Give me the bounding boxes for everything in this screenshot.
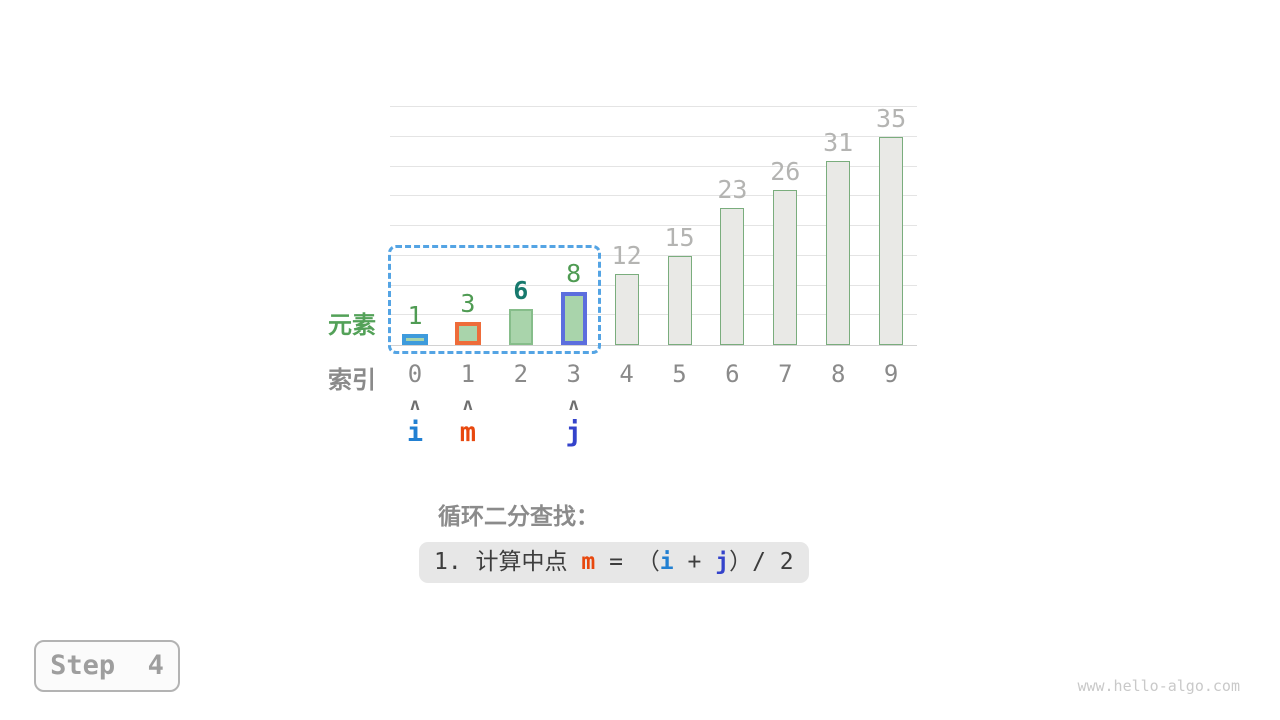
gridline [390, 165, 917, 167]
index-label-8: 8 [830, 360, 846, 388]
element-row-label: 元素 [328, 312, 376, 339]
bar-index-6 [720, 208, 745, 345]
caption-text: 循环二分查找： [438, 503, 599, 529]
index-label-2: 2 [513, 360, 529, 388]
bar-index-3-pointer-j [560, 292, 587, 345]
gridline [390, 284, 917, 286]
bar-value-label-3: 8 [566, 259, 582, 288]
search-range-box [388, 245, 601, 354]
index-label-1: 1 [460, 360, 476, 388]
bar-value-label-9: 35 [876, 104, 907, 133]
bar-index-5 [667, 256, 692, 345]
index-label-5: 5 [672, 360, 687, 388]
bar-value-label-8: 31 [823, 128, 854, 157]
pointer-caret-m: ʌ [462, 395, 474, 415]
bar-value-label-2: 6 [513, 276, 529, 305]
pointer-caret-j: ʌ [568, 395, 579, 415]
pointer-caret-i: ʌ [409, 395, 421, 415]
formula-box: 1. 计算中点 m = （i + j）/ 2 [419, 542, 809, 583]
bar-index-4 [614, 274, 639, 345]
step-badge: Step 4 [34, 640, 180, 692]
bar-value-label-1: 3 [460, 289, 476, 318]
bar-index-9 [879, 137, 904, 345]
pointer-label-m: m [459, 417, 477, 448]
index-label-3: 3 [566, 360, 581, 388]
gridline [390, 254, 917, 256]
formula-segment-5: + [673, 549, 716, 575]
index-row-label: 索引 [328, 367, 376, 394]
bar-index-1-pointer-m [454, 322, 481, 345]
bar-index-0-pointer-i [402, 334, 428, 345]
index-label-9: 9 [883, 360, 899, 388]
bar-index-8 [826, 161, 851, 345]
index-label-0: 0 [407, 360, 423, 388]
gridline [390, 106, 917, 107]
x-axis-baseline [390, 345, 917, 346]
formula-segment-0: 1. 计算中点 [434, 549, 582, 575]
bar-value-label-6: 23 [717, 175, 748, 204]
bar-chart: 1 3 6 8 12 15 23 26 31 35 [388, 105, 917, 354]
gridline [390, 195, 917, 197]
gridline [390, 314, 917, 316]
gridline [390, 225, 917, 226]
pointer-label-i: i [406, 417, 424, 448]
formula-segment-j: j [715, 549, 730, 575]
index-label-7: 7 [778, 360, 793, 388]
formula-segment-i: i [659, 549, 674, 575]
index-label-4: 4 [619, 360, 634, 388]
formula-segment-7: ）/ 2 [729, 549, 794, 575]
bar-value-label-5: 15 [664, 223, 695, 252]
formula-segment-3: （ [636, 549, 660, 575]
bar-value-label-4: 12 [611, 241, 642, 270]
gridline [390, 135, 917, 137]
formula-segment-2: = [595, 549, 637, 575]
index-label-6: 6 [725, 360, 740, 388]
bar-index-7 [773, 190, 798, 345]
pointer-label-j: j [565, 417, 582, 448]
formula-segment-m: m [581, 549, 596, 575]
bar-value-label-0: 1 [407, 301, 423, 330]
bar-index-2 [508, 309, 533, 345]
watermark: www.hello-algo.com [1077, 677, 1240, 695]
bar-value-label-7: 26 [770, 157, 801, 186]
